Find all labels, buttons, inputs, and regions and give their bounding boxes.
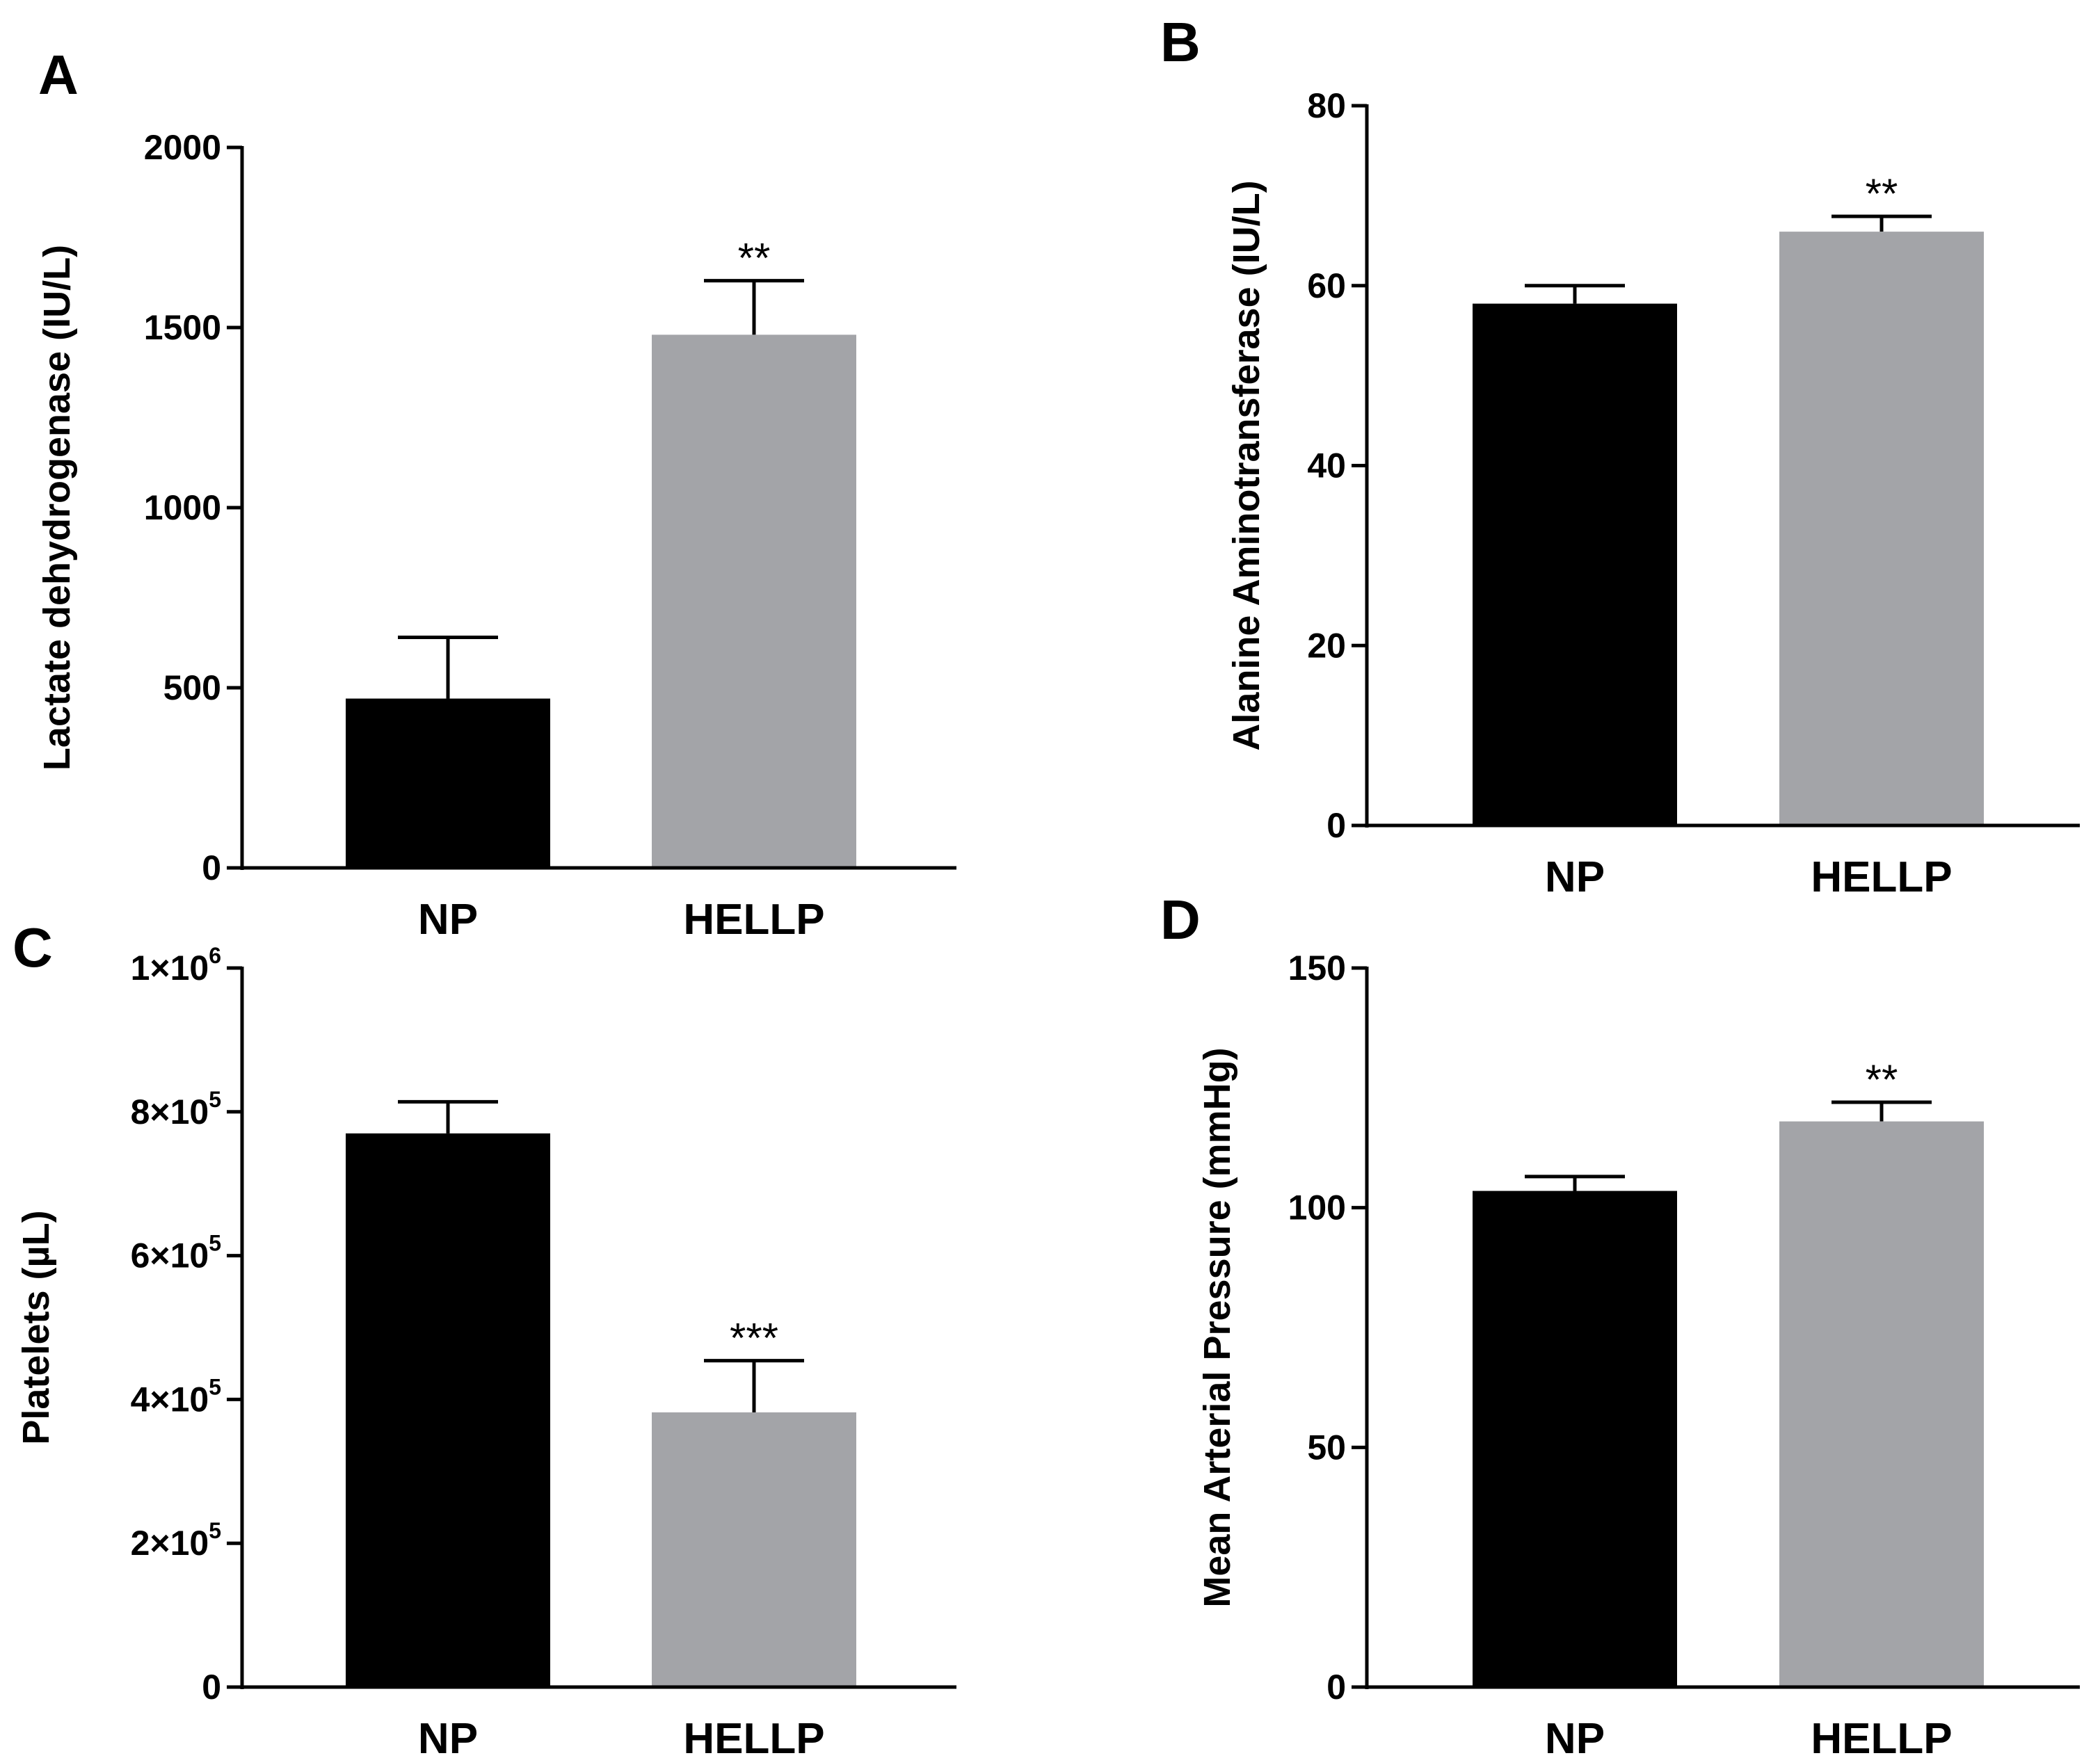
- y-tick-label: 40: [1307, 446, 1346, 485]
- panel-letter: B: [1160, 11, 1201, 73]
- y-tick-label: 0: [202, 848, 221, 887]
- y-tick-label: 2000: [144, 128, 221, 167]
- panel-a: A 0 500 1000 1500 2000 NP HELLP ** Lactate dehydr…: [36, 44, 956, 944]
- panel-letter: C: [13, 917, 53, 978]
- significance-label: ***: [730, 1315, 778, 1362]
- x-category-label: NP: [418, 1715, 478, 1758]
- y-tick-label: 50: [1307, 1428, 1346, 1467]
- y-tick-label: 0: [1326, 1668, 1346, 1707]
- panel-b: B 0 20 40 60 80 NP HELLP ** Alanine Aminotransfer…: [1160, 11, 2080, 901]
- y-tick-label: 60: [1307, 266, 1346, 305]
- panel-letter: D: [1160, 889, 1201, 951]
- y-tick-label: 1000: [144, 488, 221, 527]
- bar-np: [1473, 1191, 1677, 1686]
- bar-np: [346, 1133, 550, 1686]
- y-tick-label: 0: [202, 1668, 221, 1707]
- bar-hellp: [652, 1412, 856, 1686]
- y-tick-label: 8×105: [131, 1087, 221, 1131]
- bar-np: [346, 698, 550, 866]
- panel-d: D 0 50 100 150 NP HELLP ** Mean Arterial Pressur…: [1160, 889, 2080, 1758]
- y-tick-label: 0: [1326, 806, 1346, 845]
- y-tick-label: 1×106: [131, 943, 221, 987]
- y-tick-label: 1500: [144, 308, 221, 347]
- x-category-label: NP: [1545, 1715, 1605, 1758]
- y-tick-label: 2×105: [131, 1518, 221, 1563]
- y-tick-label: 4×105: [131, 1374, 221, 1419]
- x-category-label: HELLP: [1811, 1715, 1952, 1758]
- y-tick-label: 150: [1288, 949, 1346, 987]
- y-tick-label: 6×105: [131, 1231, 221, 1275]
- y-tick-label: 500: [163, 668, 221, 707]
- x-category-label: HELLP: [1811, 853, 1952, 901]
- x-category-label: HELLP: [683, 1715, 824, 1758]
- x-category-label: NP: [418, 896, 478, 944]
- y-axis-title: Mean Arterial Pressure (mmHg): [1196, 1047, 1238, 1607]
- significance-label: **: [1866, 170, 1898, 217]
- y-axis-title: Platelets (µL): [15, 1210, 57, 1444]
- y-axis-title: Lactate dehydrogenase (IU/L): [36, 245, 78, 771]
- x-category-label: HELLP: [683, 896, 824, 944]
- panel-c: C 0 2×105 4×105 6×105 8×105 1×106 NP HELLP *** Pla…: [13, 917, 956, 1758]
- x-category-label: NP: [1545, 853, 1605, 901]
- y-tick-label: 20: [1307, 626, 1346, 665]
- significance-label: **: [1866, 1056, 1898, 1103]
- significance-label: **: [738, 235, 771, 282]
- bar-hellp: [652, 334, 856, 866]
- bar-np: [1473, 303, 1677, 824]
- panel-letter: A: [38, 44, 79, 106]
- bar-hellp: [1779, 232, 1984, 824]
- y-tick-label: 100: [1288, 1188, 1346, 1227]
- y-axis-title: Alanine Aminotransferase (IU/L): [1226, 180, 1267, 750]
- y-tick-label: 80: [1307, 86, 1346, 125]
- bar-hellp: [1779, 1121, 1984, 1686]
